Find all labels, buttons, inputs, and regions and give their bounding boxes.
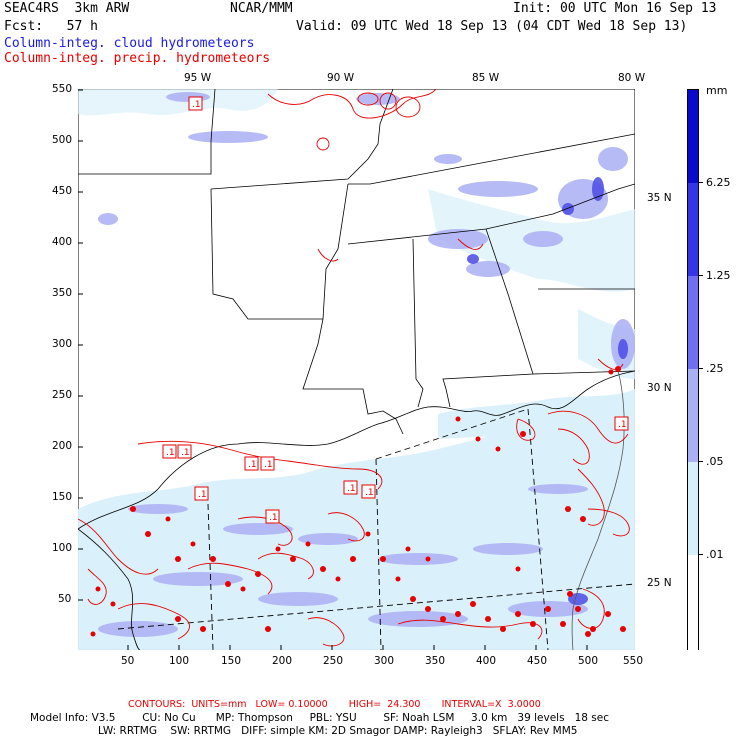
y-tick-label: 300	[52, 338, 73, 350]
colorbar-label: 6.25	[706, 176, 731, 189]
lon-label-95w: 95 W	[184, 72, 212, 84]
field-precip-label: Column-integ. precip. hydrometeors	[4, 51, 271, 66]
lat-label-30n: 30 N	[647, 382, 672, 394]
colorbar-label: .25	[706, 362, 724, 375]
colorbar-label: .05	[706, 455, 724, 468]
colorbar-tick	[698, 554, 703, 555]
axis-ticks	[78, 89, 588, 650]
colorbar-label: .01	[706, 548, 724, 561]
x-tick-label: 100	[169, 655, 190, 667]
y-tick-label: 150	[52, 491, 73, 503]
precip-contours	[78, 89, 630, 647]
contour-label: .1	[361, 484, 376, 499]
lon-label-90w: 90 W	[327, 72, 355, 84]
colorbar-tick	[698, 182, 703, 183]
colorbar-segment	[688, 555, 698, 651]
svg-text:.1: .1	[264, 460, 273, 470]
cloud-medium-layer	[98, 92, 635, 637]
lat-label-35n: 35 N	[647, 192, 672, 204]
y-tick-label: 550	[52, 83, 73, 95]
x-tick-label: 300	[374, 655, 395, 667]
y-tick-label: 500	[52, 134, 73, 146]
y-tick-label: 100	[52, 542, 73, 554]
svg-text:.1: .1	[181, 448, 190, 458]
contour-label: .1	[260, 456, 275, 471]
contour-label: .1	[244, 456, 259, 471]
cloud-heavy-layer	[467, 177, 628, 605]
forecast-hour: Fcst: 57 h	[4, 19, 98, 34]
contour-info: CONTOURS: UNITS=mm LOW= 0.10000 HIGH= 24…	[128, 699, 541, 710]
precip-cells	[90, 366, 626, 637]
svg-text:.1: .1	[198, 490, 207, 500]
x-tick-label: 400	[476, 655, 497, 667]
x-tick-label: 500	[578, 655, 599, 667]
colorbar-unit: mm	[706, 84, 728, 97]
x-tick-label: 50	[121, 655, 135, 667]
svg-text:.1: .1	[365, 488, 374, 498]
colorbar-label: 1.25	[706, 269, 731, 282]
colorbar-tick	[698, 368, 703, 369]
contour-label: .1	[343, 480, 358, 495]
lat-label-25n: 25 N	[647, 577, 672, 589]
contour-label: .1	[265, 509, 280, 524]
nested-domain-boundary	[117, 408, 635, 650]
svg-text:.1: .1	[248, 460, 257, 470]
y-tick-label: 450	[52, 185, 73, 197]
colorbar-tick	[698, 461, 703, 462]
model-info-line1: Model Info: V3.5 CU: No Cu MP: Thompson …	[30, 712, 609, 724]
y-tick-label: 50	[58, 593, 72, 605]
organization-label: NCAR/MMM	[230, 1, 293, 16]
contour-label: .1	[188, 96, 203, 111]
contour-label: .1	[614, 416, 629, 431]
x-tick-label: 550	[623, 655, 644, 667]
colorbar-tick	[698, 275, 703, 276]
cloud-light-layer	[78, 89, 635, 650]
contour-label: .1	[162, 444, 177, 459]
init-time: Init: 00 UTC Mon 16 Sep 13	[513, 1, 717, 16]
model-info-line2: LW: RRTMG SW: RRTMG DIFF: simple KM: 2D …	[98, 725, 578, 737]
svg-text:.1: .1	[269, 513, 278, 523]
contour-label-boxes: .1 .1 .1 .1 .1 .1 .1 .1 .1 .1	[162, 96, 629, 524]
valid-time: Valid: 09 UTC Wed 18 Sep 13 (04 CDT Wed …	[296, 19, 688, 34]
x-tick-label: 150	[221, 655, 242, 667]
x-tick-label: 250	[323, 655, 344, 667]
lon-label-85w: 85 W	[472, 72, 500, 84]
x-tick-label: 450	[527, 655, 548, 667]
colorbar-segment	[688, 462, 698, 555]
colorbar-segment	[688, 90, 698, 183]
x-tick-label: 200	[272, 655, 293, 667]
svg-text:.1: .1	[347, 484, 356, 494]
y-tick-label: 350	[52, 287, 73, 299]
y-tick-label: 200	[52, 440, 73, 452]
field-cloud-label: Column-integ. cloud hydrometeors	[4, 36, 255, 51]
colorbar-segment	[688, 276, 698, 369]
lon-label-80w: 80 W	[618, 72, 646, 84]
contour-label: .1	[177, 444, 192, 459]
colorbar-segment	[688, 369, 698, 462]
x-tick-label: 350	[425, 655, 446, 667]
y-tick-label: 250	[52, 389, 73, 401]
svg-text:.1: .1	[618, 420, 627, 430]
svg-text:.1: .1	[166, 448, 175, 458]
svg-text:.1: .1	[192, 100, 201, 110]
colorbar	[687, 89, 699, 651]
y-tick-label: 400	[52, 236, 73, 248]
weather-map: .1 .1 .1 .1 .1 .1 .1 .1 .1 .1	[78, 89, 635, 650]
political-boundaries	[78, 89, 635, 650]
colorbar-segment	[688, 183, 698, 276]
contour-label: .1	[194, 486, 209, 501]
model-title: SEAC4RS 3km ARW	[4, 1, 130, 16]
